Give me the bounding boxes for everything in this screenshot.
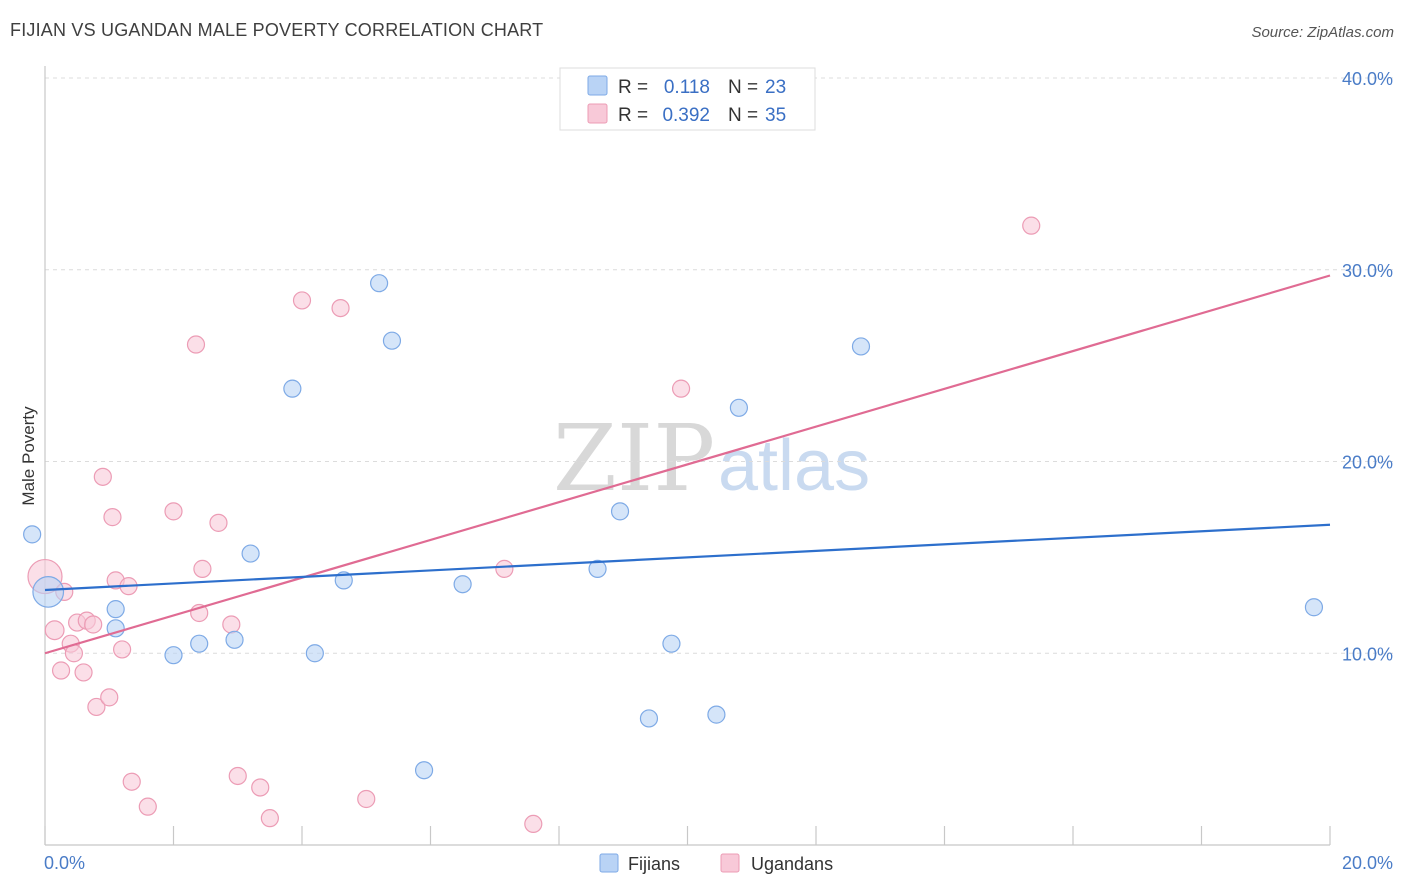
ugandans-trend-line [44,274,1331,655]
fijians-point [851,337,871,356]
fijians-point [414,761,434,780]
y-tick-label: 30.0% [1342,261,1393,281]
ugandans-point [331,299,350,318]
ugandans-r-label: R = [618,105,648,126]
ugandans-point [251,778,270,797]
fijians-point [1304,598,1324,617]
watermark-atlas: atlas [718,426,870,506]
ugandans-point [74,663,93,682]
fijians-r-label: R = [618,77,648,98]
ugandans-points [27,216,1041,834]
ugandans-point [228,766,247,786]
ugandans-point [122,772,141,791]
ugandans-point [87,697,106,717]
fijians-point [588,559,607,578]
ugandans-swatch [587,103,608,124]
trend-lines [44,274,1331,655]
fijians-point [662,634,681,653]
ugandans-point [112,640,132,659]
chart-title: FIJIAN VS UGANDAN MALE POVERTY CORRELATI… [10,20,544,40]
x-tick-label-min: 0.0% [44,853,85,873]
ugandans-point [186,335,206,354]
fijians-point [382,331,402,350]
ugandans-point [103,508,122,527]
ugandans-n-value: 35 [765,105,786,126]
y-tick-label: 10.0% [1342,644,1393,664]
ugandans-point [193,559,212,578]
fijians-point [453,575,472,594]
fijians-point [225,630,244,649]
series-legend: Fijians Ugandans [599,853,833,874]
x-tick-label-max: 20.0% [1342,853,1393,873]
ugandans-point [93,467,112,486]
source-label: Source: ZipAtlas.com [1251,24,1394,41]
watermark-zip: ZIP [553,405,715,512]
y-axis-label: Male Poverty [19,406,38,506]
y-tick-labels: 10.0% 20.0% 30.0% 40.0% [1342,69,1393,664]
ugandans-point [222,615,241,634]
ugandans-r-value: 0.392 [662,105,710,126]
fijians-point [305,644,324,663]
legend-fijians-swatch [599,853,619,873]
ugandans-n-label: N = [728,105,758,126]
fijians-point [610,502,630,521]
fijians-n-value: 23 [765,77,786,98]
watermark: ZIP atlas [553,405,870,512]
fijians-point [190,634,209,653]
ugandans-point [1022,216,1041,235]
ugandans-point [44,620,65,641]
fijians-points [23,274,1324,780]
ugandans-point [138,797,157,816]
grid [45,77,1393,654]
stats-legend: R = 0.118 N = 23 R = 0.392 N = 35 [559,67,816,131]
ugandans-point [100,688,119,707]
fijians-n-label: N = [728,77,758,98]
fijians-point [334,571,353,590]
ugandans-point [209,513,228,532]
legend-ugandans-swatch [720,853,740,873]
fijians-point [106,619,125,638]
fijians-point [729,398,749,417]
fijians-point [23,525,42,544]
fijians-point [164,646,183,665]
ugandans-point [357,789,376,809]
fijians-point [283,379,302,398]
fijians-trend-line [44,523,1331,592]
fijians-swatch [587,75,608,96]
fijians-point [32,575,65,608]
y-tick-label: 20.0% [1342,453,1393,473]
ugandans-point [51,661,71,680]
fijians-point [241,544,260,563]
ugandans-point [495,559,514,578]
ugandans-point [292,291,312,310]
legend-fijians-label: Fijians [628,854,680,874]
y-tick-label: 40.0% [1342,69,1393,89]
ugandans-point [671,379,691,398]
fijians-point [106,600,125,619]
ugandans-point [84,615,103,634]
fijians-point [370,274,389,293]
fijians-r-value: 0.118 [664,77,710,98]
fijians-point [639,709,659,728]
ugandans-point [164,502,183,521]
x-axis-ticks [44,826,1331,845]
legend-ugandans-label: Ugandans [751,854,833,874]
ugandans-point [260,809,279,828]
fijians-point [707,705,726,724]
ugandans-point [524,814,543,834]
